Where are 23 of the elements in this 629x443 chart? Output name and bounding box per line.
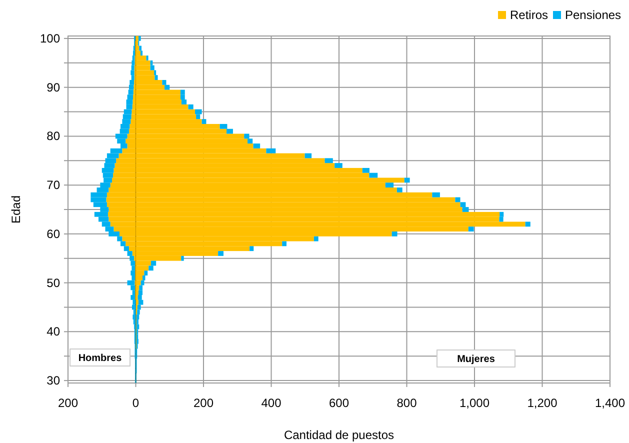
y-axis-title: Edad [9,195,23,224]
y-tick-label: 80 [46,129,60,144]
x-axis-title: Cantidad de puestos [284,428,394,442]
annotation: Hombres [78,353,122,364]
y-tick-label: 100 [40,31,60,46]
y-tick-label: 50 [46,276,60,290]
x-tick-label: 1,400 [594,396,626,410]
y-tick-label: 70 [46,178,60,192]
y-tick-label: 30 [46,374,60,388]
x-tick-label: 0 [132,396,140,410]
annotation: Mujeres [457,354,496,365]
x-tick-label: 1,200 [527,396,558,410]
x-tick-label: 200 [58,396,78,410]
y-tick-label: 40 [46,324,60,339]
x-tick-label: 800 [396,396,418,410]
x-tick-label: 600 [328,396,350,410]
legend-label: Pensiones [565,8,622,22]
y-tick-label: 90 [46,80,60,94]
x-tick-label: 400 [261,396,282,410]
y-tick-label: 60 [46,226,60,241]
x-tick-label: 1,000 [459,396,490,410]
legend-label: Retiros [510,8,548,22]
x-tick-label: 200 [193,396,214,410]
